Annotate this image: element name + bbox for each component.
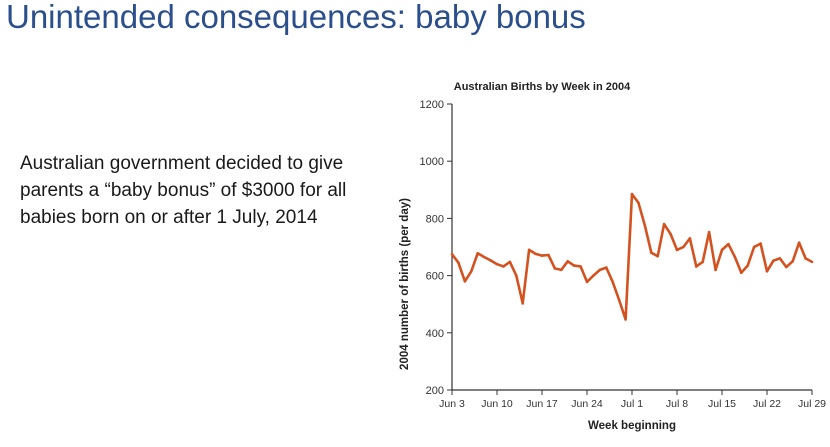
data-point [720,248,724,252]
y-tick-label: 200 [426,385,444,397]
data-point [527,248,531,252]
data-point [746,264,750,267]
chart-series-line [450,192,813,321]
y-tick-label: 800 [426,213,444,225]
data-point [656,254,660,258]
data-point [572,264,576,267]
slide-body-text: Australian government decided to give pa… [20,153,347,228]
data-point [804,257,807,260]
data-point [797,241,801,245]
data-point [772,259,775,263]
x-tick-label: Jul 1 [621,398,643,410]
y-tick-label: 400 [426,328,444,340]
data-point [759,242,762,245]
data-point [707,230,711,234]
x-tick-label: Jun 10 [481,398,513,410]
births-chart: Australian Births by Week in 2004 2004 n… [380,72,830,442]
data-point [540,254,544,257]
data-point [662,222,666,226]
data-point [547,253,550,257]
data-point [649,251,653,255]
data-point [739,271,743,275]
x-tick-label: Jul 15 [708,398,736,410]
chart-title: Australian Births by Week in 2004 [454,81,631,93]
data-point [630,192,634,196]
data-point [604,266,608,269]
y-tick-label: 600 [426,271,444,283]
data-point [579,265,582,268]
x-tick-label: Jun 24 [571,398,603,410]
x-tick-label: Jun 3 [439,398,465,410]
data-point [508,260,512,264]
data-point [637,201,640,204]
data-point [489,259,492,262]
y-tick-label: 1000 [420,156,444,168]
data-point [784,265,788,269]
data-point [521,302,525,305]
data-point [566,260,570,263]
data-point [617,298,621,302]
data-point [643,224,647,227]
data-point [682,245,685,249]
data-point [457,261,460,265]
data-point [598,268,602,272]
data-point [669,232,672,236]
x-tick-label: Jul 8 [666,398,688,410]
data-point [752,245,756,249]
data-point [778,257,782,260]
data-point [810,260,814,264]
data-point [611,280,615,284]
data-point [791,260,795,263]
data-point [765,270,769,273]
data-point [727,242,730,246]
data-point [495,262,499,266]
data-point [482,255,486,259]
chart-y-ticks: 200 400 600 800 1000 1200 [420,99,452,397]
data-point [624,318,627,321]
data-point [585,280,589,284]
data-point [694,265,698,268]
data-point [450,252,454,256]
x-tick-label: Jul 22 [753,398,781,410]
births-chart-svg: Australian Births by Week in 2004 2004 n… [399,81,826,432]
data-point [502,265,505,268]
chart-x-axis-label: Week beginning [588,420,676,432]
y-tick-label: 1200 [420,99,444,111]
data-point [688,237,692,240]
data-point [733,255,737,259]
data-point [675,248,679,252]
data-point [559,268,563,272]
data-point [463,280,467,283]
chart-data-points [450,192,814,321]
data-point [701,260,705,264]
x-tick-label: Jun 17 [526,398,558,410]
data-point [534,252,537,256]
data-point [469,270,473,273]
data-point [714,268,717,272]
x-tick-label: Jul 29 [798,398,826,410]
data-point [476,251,480,255]
chart-y-axis-label: 2004 number of births (per day) [399,198,411,370]
data-point [592,274,595,277]
data-point [553,267,557,270]
chart-x-ticks: Jun 3 Jun 10 Jun 17 Jun 24 Jul 1 Jul 8 Jul 15 J… [439,390,826,410]
data-point [514,274,518,277]
slide-title: Unintended consequences: baby bonus [6,0,586,35]
